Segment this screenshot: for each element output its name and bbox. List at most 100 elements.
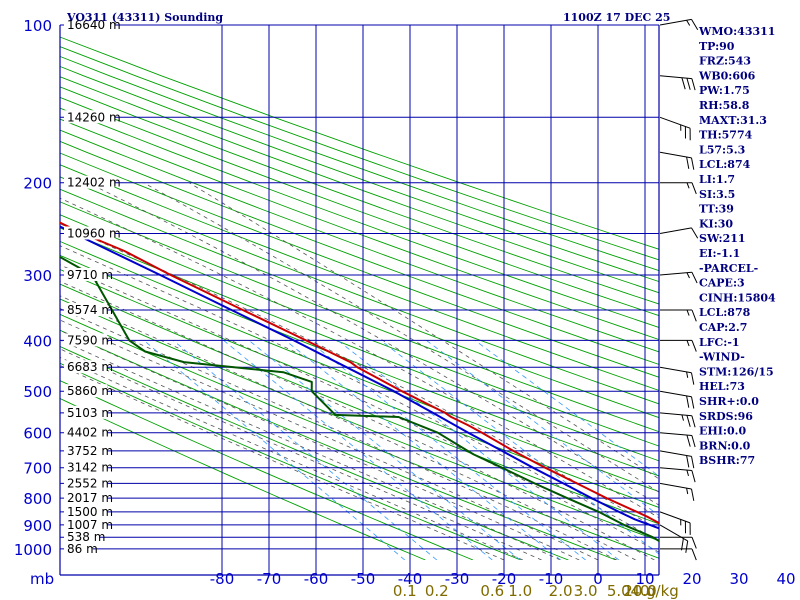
wind-barb [659, 18, 699, 31]
dry-adiabat-line [60, 107, 659, 328]
dry-adiabat-line [60, 298, 659, 542]
sounding-index: BRN:0.0 [699, 439, 751, 452]
height-label: 2552 m [67, 476, 113, 490]
height-label-bg [64, 303, 108, 317]
height-label: 538 m [67, 530, 105, 544]
sounding-index: LCL:874 [699, 158, 751, 171]
dry-adiabat-line [60, 55, 659, 272]
sounding-index: RH:58.8 [699, 99, 750, 112]
pressure-tick-label: 800 [23, 490, 52, 508]
sounding-index: -WIND- [699, 351, 745, 364]
height-label-bg [64, 476, 108, 490]
height-label: 12402 m [67, 176, 121, 190]
height-label-bg [64, 425, 108, 439]
height-label-bg [64, 18, 115, 31]
sounding-index: L57:5.3 [699, 143, 745, 156]
wind-barb [660, 339, 697, 352]
mixing-ratio-line [307, 340, 586, 560]
sounding-time: 1100Z 17 DEC 25 [563, 11, 670, 24]
mixing-ratio-line [337, 340, 620, 560]
dry-adiabat-line [60, 269, 659, 508]
temperature-axis-labels: -80 -70 -60 -50 -40 -30 -20 -10 0 10 20 30 40 [210, 570, 796, 588]
dry-adiabat-line [60, 65, 659, 283]
pressure-tick-label: 1000 [14, 541, 52, 559]
temperature-tick-label: 20 [682, 570, 701, 588]
temperature-tick-label: -60 [304, 570, 329, 588]
wind-barb [659, 450, 695, 469]
mixing-ratio-tick-label: 20.0 [623, 582, 656, 600]
temperature-tick-label: -80 [210, 570, 235, 588]
sounding-index: CAP:2.7 [699, 321, 747, 334]
wind-barb [659, 390, 695, 409]
height-label-bg [64, 504, 108, 518]
dry-adiabat-line [60, 201, 659, 433]
height-label: 6683 m [67, 360, 113, 374]
moist-adiabat-line [60, 245, 659, 542]
sounding-index: SHR+:0.0 [699, 395, 759, 408]
temperature-tick-label: -40 [398, 570, 423, 588]
moist-adiabat-line [188, 182, 659, 480]
dry-adiabat-line [60, 240, 659, 477]
sounding-index: LCL:878 [699, 306, 751, 319]
dry-adiabat-line [60, 46, 659, 261]
temperature-tick-label: 30 [729, 570, 748, 588]
sounding-index: EHI:0.0 [699, 425, 746, 438]
dry-adiabat-line [60, 176, 659, 405]
sounding-index: -PARCEL- [699, 262, 758, 275]
dry-adiabat-line [60, 345, 569, 560]
pressure-axis-labels: 100 200 300 400 500 600 700 800 900 1000 [14, 17, 52, 559]
dry-adiabat-line [60, 188, 659, 419]
sounding-index: BSHR:77 [699, 454, 755, 467]
dry-adiabat-line [60, 96, 659, 317]
height-label: 7590 m [67, 333, 113, 347]
moist-adiabat-line [60, 356, 523, 560]
wind-barb [659, 151, 695, 170]
temperature-tick-label: -50 [351, 570, 376, 588]
height-label: 1500 m [67, 505, 113, 519]
sounding-index: TT:39 [699, 203, 734, 216]
mixing-ratio-tick-label: 10.0 [623, 582, 656, 600]
mixing-ratio-lines [143, 340, 659, 560]
sounding-index: SW:211 [699, 232, 746, 245]
height-label: 4402 m [67, 426, 113, 440]
pressure-tick-label: 600 [23, 425, 52, 443]
temperature-tick-label: -20 [492, 570, 517, 588]
dry-adiabat-line [60, 36, 659, 250]
height-label: 2017 m [67, 491, 113, 505]
mixing-ratio-tick-label: 3.0 [574, 582, 598, 600]
height-label-bg [64, 110, 115, 124]
wind-barb [659, 432, 696, 448]
isobars [59, 24, 660, 576]
parcel-trace [60, 225, 659, 530]
moist-adiabat-line [60, 329, 580, 560]
sounding-index: LI:1.7 [699, 173, 735, 186]
height-labels: 16640 m 14260 m 12402 m 10960 m 9710 m 8574 m… [64, 18, 121, 556]
sounding-index: MAXT:31.3 [699, 114, 767, 127]
wind-barb [659, 524, 689, 553]
wind-barb [660, 309, 697, 322]
wind-barb [660, 182, 697, 195]
sounding-index: LFC:-1 [699, 336, 740, 349]
wind-barb [659, 116, 691, 141]
sounding-index: SI:3.5 [699, 188, 735, 201]
temperature-tick-label: 10 [635, 570, 654, 588]
dry-adiabat-line [60, 214, 659, 447]
sounding-index: WMO:43311 [698, 25, 775, 38]
dry-adiabat-line [60, 313, 659, 559]
wind-barb [659, 271, 698, 284]
pressure-tick-label: 100 [23, 17, 52, 35]
wind-barb [659, 227, 699, 239]
height-label-bg [64, 443, 108, 457]
wind-barb [659, 412, 696, 428]
moist-adiabats [60, 182, 659, 560]
height-label-bg [64, 175, 115, 189]
height-label-bg [64, 384, 108, 398]
height-label: 86 m [67, 542, 98, 556]
sounding-index: FRZ:543 [699, 55, 751, 68]
pressure-tick-label: 500 [23, 383, 52, 401]
mixing-ratio-tick-label: 5.0 [607, 582, 631, 600]
mixing-ratio-tick-label: 0.2 [425, 582, 449, 600]
mixing-ratio-tick-label: 0.6 [480, 582, 504, 600]
moist-adiabat-line [87, 182, 659, 506]
